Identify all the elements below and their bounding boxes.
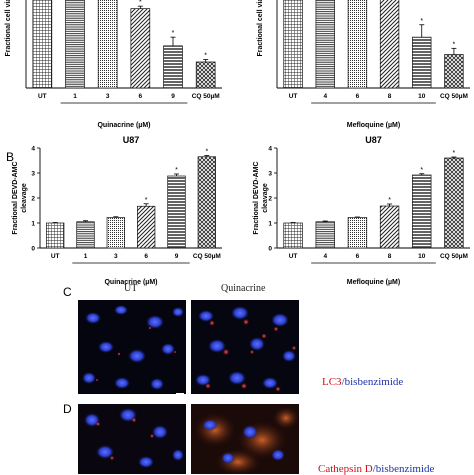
chart-b-right-significance-star: *	[420, 167, 423, 174]
chart-a-left-bar	[195, 61, 216, 89]
chart-b-right-y-tick-label: 1	[268, 220, 272, 227]
chart-b-left-y-tick-label: 1	[31, 220, 35, 227]
legend-cathepsin-d: Cathepsin D	[318, 463, 373, 475]
chart-a-left-x-tick-label: 3	[106, 93, 110, 100]
chart-a-right-x-axis-label: Mefloquine (µM)	[347, 122, 400, 129]
bar-charts-group: UT 1 3 * 6 * 9 * CQ 50µM Quinacrine (µM) Fractiona…	[5, 0, 470, 286]
micrograph-d-quinacrine	[191, 404, 300, 474]
chart-b-right-y-axis-label-line1: Fractional DEVD-AMC	[253, 161, 260, 234]
chart-a-left-bar	[97, 0, 118, 89]
chart-a-left-significance-star: *	[204, 52, 207, 59]
chart-b-left-x-tick-label: UT	[51, 253, 60, 260]
micrograph-heading-quinacrine: Quinacrine	[221, 283, 266, 294]
chart-a-left-bar	[32, 0, 53, 89]
legend-lc3-bisbenzimide-text: /bisbenzimide	[341, 376, 404, 388]
micrograph-d-untreated	[78, 404, 186, 474]
chart-a-left-x-tick-label: 1	[73, 93, 77, 100]
chart-a-left-x-tick-label: 9	[171, 93, 175, 100]
chart-a-right-x-tick-label: UT	[289, 93, 298, 100]
chart-a-left-bar	[163, 45, 183, 89]
panel-letter-d: D	[63, 402, 72, 416]
chart-a-right-x-tick-label: 6	[356, 93, 360, 100]
micrograph-heading-ut: UT	[124, 283, 138, 294]
chart-b-left-bar	[46, 222, 65, 249]
micrograph-c-untreated	[78, 300, 186, 395]
chart-a-right-bar	[347, 0, 368, 89]
chart-b-right-title: U87	[365, 135, 382, 145]
chart-a-left-bar	[65, 0, 85, 89]
chart-a-left-x-axis-label: Quinacrine (µM)	[97, 122, 150, 129]
chart-b-right-bar	[347, 217, 368, 249]
chart-b-right-x-tick-label: 10	[418, 253, 426, 260]
chart-a-left-y-axis-label: Fractional cell viability	[5, 0, 12, 57]
chart-b-left-bar	[106, 217, 125, 249]
chart-b-left-bar	[167, 175, 186, 249]
chart-b-left-y-tick-label: 4	[31, 145, 35, 152]
chart-a-right-bar	[379, 0, 400, 89]
chart-b-right-significance-star: *	[453, 150, 456, 157]
chart-b-left-y-axis-label-line2: cleavage	[21, 183, 28, 213]
chart-a-left-significance-star: *	[172, 30, 175, 37]
legend-lc3: LC3	[322, 376, 342, 388]
chart-a-right-x-tick-label: 4	[323, 93, 327, 100]
legend-cathepsin-bisbenzimide: Cathepsin D/bisbenzimide	[318, 463, 434, 475]
chart-b-right-bar	[444, 157, 464, 249]
chart-a-right-significance-star: *	[420, 18, 423, 25]
chart-b-right-x-tick-label: 8	[388, 253, 392, 260]
chart-b-left-x-tick-label: 6	[144, 253, 148, 260]
chart-b-left-x-tick-label: CQ 50µM	[193, 253, 221, 260]
chart-a-right-x-tick-label: CQ 50µM	[440, 93, 468, 100]
chart-b-left-y-tick-label: 2	[31, 195, 35, 202]
chart-a-right-x-tick-label: 8	[388, 93, 392, 100]
chart-a-right-x-tick-label: 10	[418, 93, 426, 100]
chart-b-left-x-tick-label: 3	[114, 253, 118, 260]
chart-b-left-bar	[197, 156, 216, 249]
chart-b-left-x-tick-label: 1	[84, 253, 88, 260]
chart-a-left-x-tick-label: CQ 50µM	[192, 93, 220, 100]
panel-letter-b: B	[6, 150, 14, 164]
chart-b-right-x-tick-label: 4	[323, 253, 327, 260]
chart-b-right-bar	[315, 221, 335, 249]
legend-cathepsin-bisbenzimide-text: /bisbenzimide	[372, 463, 435, 475]
chart-b-left-significance-star: *	[175, 167, 178, 174]
chart-a-right-y-axis-label: Fractional cell viability	[257, 0, 264, 57]
chart-b-right-y-axis-label-line2: cleavage	[262, 183, 269, 213]
chart-a-right-bar	[315, 0, 335, 89]
chart-b-left-significance-star: *	[145, 197, 148, 204]
chart-b-left-x-tick-label: 9	[175, 253, 179, 260]
chart-b-right-x-tick-label: CQ 50µM	[440, 253, 468, 260]
chart-b-right-x-tick-label: 6	[356, 253, 360, 260]
chart-a-left-x-tick-label: UT	[38, 93, 47, 100]
chart-b-right-y-tick-label: 2	[268, 195, 272, 202]
chart-b-right-bar	[283, 222, 303, 249]
panel-letter-c: C	[63, 285, 72, 299]
chart-b-right-y-tick-label: 4	[268, 145, 272, 152]
chart-b-left-bar	[76, 221, 95, 249]
chart-a-right-bar	[412, 36, 432, 89]
chart-a-right-bar	[283, 0, 303, 89]
chart-b-right-bar	[412, 174, 432, 249]
chart-b-left-x-axis-label: Quinacrine (µM)	[104, 279, 157, 286]
chart-b-left-significance-star: *	[205, 149, 208, 156]
chart-b-right-x-axis-label: Mefloquine (µM)	[347, 279, 400, 286]
chart-b-right-y-tick-label: 0	[268, 245, 272, 252]
chart-b-right-y-tick-label: 3	[268, 170, 272, 177]
chart-a-left-bar	[130, 8, 151, 89]
chart-b-left-y-axis-label-line1: Fractional DEVD-AMC	[12, 161, 19, 234]
chart-b-left-y-tick-label: 0	[31, 245, 35, 252]
chart-b-right-x-tick-label: UT	[289, 253, 298, 260]
chart-b-left-bar	[137, 205, 156, 249]
legend-lc3-bisbenzimide: LC3/bisbenzimide	[322, 376, 403, 388]
chart-a-right-significance-star: *	[453, 41, 456, 48]
chart-a-right-bar	[444, 54, 464, 89]
micrograph-c-quinacrine	[191, 300, 299, 394]
chart-b-right-bar	[379, 205, 400, 249]
chart-a-left-significance-star: *	[139, 0, 142, 6]
chart-b-left-title: U87	[123, 135, 140, 145]
chart-a-left-x-tick-label: 6	[139, 93, 143, 100]
chart-b-left-y-tick-label: 3	[31, 170, 35, 177]
chart-b-right-significance-star: *	[388, 197, 391, 204]
